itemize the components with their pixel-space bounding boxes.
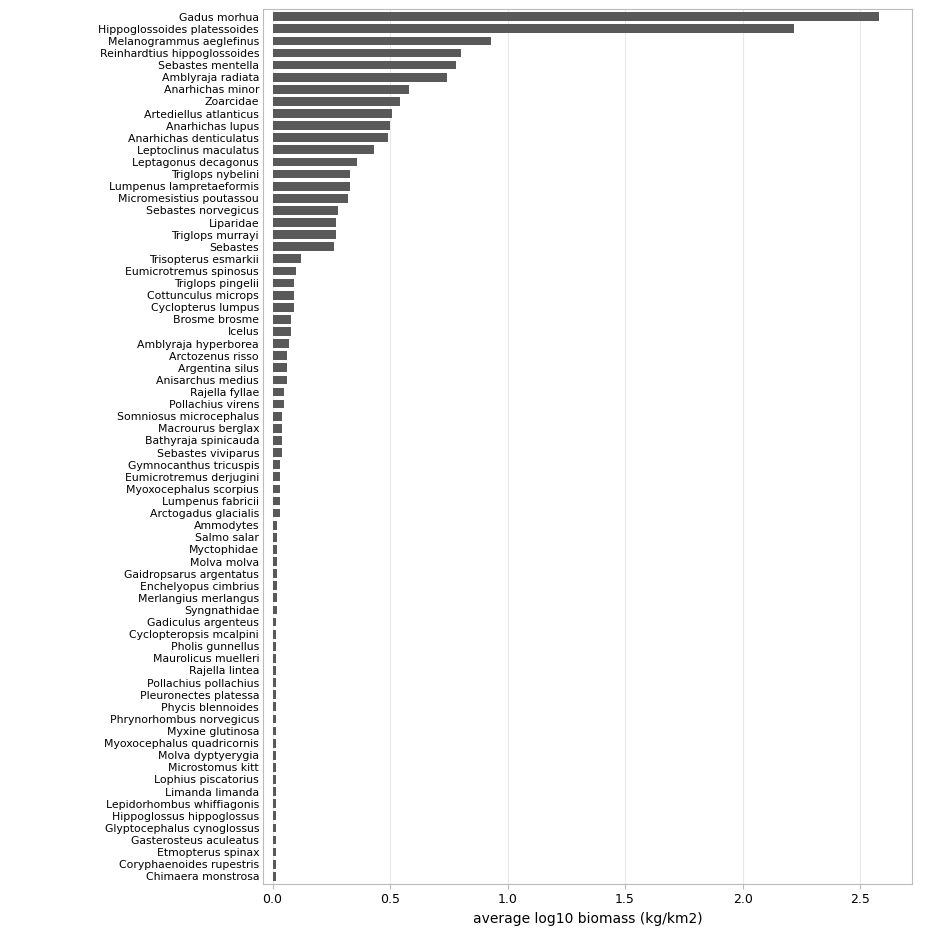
Bar — [273, 823, 276, 832]
Bar — [273, 545, 277, 554]
Bar — [273, 170, 350, 179]
Bar — [273, 424, 282, 432]
Bar — [273, 12, 879, 21]
Bar — [273, 24, 794, 33]
Bar — [273, 630, 276, 638]
Bar — [273, 436, 282, 445]
Bar — [273, 315, 291, 323]
Bar — [273, 339, 290, 348]
Bar — [273, 836, 276, 844]
Bar — [273, 206, 338, 214]
Bar — [273, 72, 446, 82]
Bar — [273, 787, 276, 796]
Bar — [273, 327, 291, 336]
Bar — [273, 218, 337, 227]
Bar — [273, 496, 280, 506]
Bar — [273, 860, 276, 869]
Bar — [273, 570, 277, 578]
Bar — [273, 799, 276, 808]
Bar — [273, 848, 276, 856]
Bar — [273, 605, 277, 615]
Bar — [273, 109, 393, 118]
Bar — [273, 727, 276, 735]
Bar — [273, 181, 350, 191]
Bar — [273, 194, 348, 203]
Bar — [273, 85, 409, 94]
Bar — [273, 666, 276, 675]
Bar — [273, 364, 287, 372]
Bar — [273, 702, 276, 712]
Bar — [273, 509, 280, 517]
Bar — [273, 521, 277, 529]
Bar — [273, 243, 334, 251]
Bar — [273, 49, 461, 57]
Bar — [273, 255, 301, 263]
Bar — [273, 581, 277, 590]
Bar — [273, 97, 400, 106]
Bar — [273, 303, 293, 312]
Bar — [273, 158, 357, 166]
Bar — [273, 278, 293, 288]
Bar — [273, 387, 285, 397]
Bar — [273, 133, 388, 142]
Bar — [273, 461, 280, 469]
Bar — [273, 412, 282, 420]
Bar — [273, 776, 276, 784]
Bar — [273, 872, 276, 881]
Bar — [273, 400, 285, 409]
Bar — [273, 352, 287, 360]
Bar — [273, 811, 276, 821]
Bar — [273, 679, 276, 687]
Bar — [273, 763, 276, 772]
Bar — [273, 593, 277, 603]
Bar — [273, 484, 280, 494]
Bar — [273, 37, 491, 45]
Bar — [273, 61, 456, 70]
Bar — [273, 448, 282, 457]
Bar — [273, 642, 276, 650]
Bar — [273, 121, 390, 130]
Bar — [273, 690, 276, 699]
Bar — [273, 618, 276, 626]
Bar — [273, 146, 373, 154]
Bar — [273, 230, 337, 239]
Bar — [273, 739, 276, 747]
Bar — [273, 654, 276, 663]
Bar — [273, 290, 293, 300]
Bar — [273, 267, 296, 275]
Bar — [273, 557, 277, 566]
Bar — [273, 714, 276, 723]
Bar — [273, 751, 276, 760]
X-axis label: average log10 biomass (kg/km2): average log10 biomass (kg/km2) — [473, 912, 702, 926]
Bar — [273, 473, 280, 481]
Bar — [273, 533, 277, 541]
Bar — [273, 376, 287, 384]
